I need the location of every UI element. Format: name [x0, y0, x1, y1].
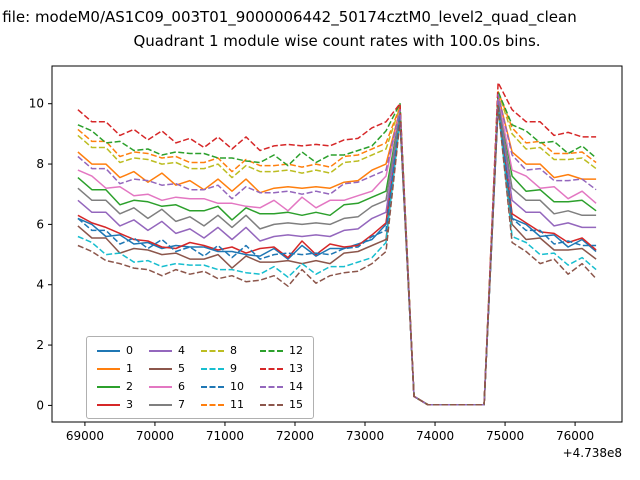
legend-line-sample [97, 349, 120, 352]
legend-line-sample [260, 349, 283, 352]
legend-label: 11 [230, 398, 244, 411]
legend-entry-6: 6 [149, 378, 185, 395]
legend-label: 5 [178, 362, 185, 375]
legend-label: 14 [289, 380, 303, 393]
figure-suptitle: n file: modeM0/AS1C09_003T01_9000006442_… [0, 8, 577, 26]
legend-entry-10: 10 [201, 378, 244, 395]
series-line-11 [77, 90, 597, 406]
legend-entry-0: 0 [97, 342, 133, 359]
legend-label: 2 [126, 380, 133, 393]
legend-entry-3: 3 [97, 396, 133, 413]
legend-entry-1: 1 [97, 360, 133, 377]
legend-label: 4 [178, 344, 185, 357]
legend-entry-13: 13 [260, 360, 303, 377]
legend-label: 13 [289, 362, 303, 375]
legend-line-sample [149, 367, 172, 370]
legend-label: 0 [126, 344, 133, 357]
x-tick-label: 71000 [206, 429, 244, 443]
series-line-7 [77, 99, 597, 406]
x-tick-label: 70000 [136, 429, 174, 443]
series-line-9 [77, 105, 597, 406]
y-tick-label: 4 [36, 278, 44, 292]
legend-label: 3 [126, 398, 133, 411]
x-tick-label: 72000 [276, 429, 314, 443]
y-tick-label: 2 [36, 338, 44, 352]
legend-entry-5: 5 [149, 360, 185, 377]
legend-line-sample [201, 349, 224, 352]
legend-entry-7: 7 [149, 396, 185, 413]
legend-line-sample [97, 403, 120, 406]
x-tick-label: 73000 [346, 429, 384, 443]
series-line-5 [77, 102, 597, 406]
legend-label: 10 [230, 380, 244, 393]
legend-entry-11: 11 [201, 396, 244, 413]
legend-line-sample [149, 385, 172, 388]
legend-label: 6 [178, 380, 185, 393]
legend-label: 15 [289, 398, 303, 411]
legend-line-sample [149, 403, 172, 406]
series-line-15 [77, 105, 597, 406]
x-tick-label: 69000 [66, 429, 104, 443]
plot-border [51, 65, 623, 423]
y-tick-label: 10 [29, 97, 44, 111]
series-line-13 [77, 81, 597, 406]
y-tick-label: 0 [36, 398, 44, 412]
legend-label: 9 [230, 362, 237, 375]
legend-entry-4: 4 [149, 342, 185, 359]
legend-entry-8: 8 [201, 342, 244, 359]
legend-line-sample [260, 385, 283, 388]
legend-entry-15: 15 [260, 396, 303, 413]
axes-title: Quadrant 1 module wise count rates with … [133, 32, 541, 50]
legend-line-sample [149, 349, 172, 352]
legend-line-sample [201, 403, 224, 406]
legend-entry-14: 14 [260, 378, 303, 395]
legend-entry-9: 9 [201, 360, 244, 377]
series-line-6 [77, 96, 597, 406]
x-tick-label: 75000 [486, 429, 524, 443]
series-line-8 [77, 90, 597, 406]
y-tick-label: 6 [36, 217, 44, 231]
legend-line-sample [260, 403, 283, 406]
legend-label: 7 [178, 398, 185, 411]
legend-label: 8 [230, 344, 237, 357]
legend-entry-2: 2 [97, 378, 133, 395]
legend-line-sample [97, 367, 120, 370]
legend-line-sample [201, 385, 224, 388]
series-line-12 [77, 90, 597, 406]
series-line-14 [77, 93, 597, 406]
y-tick-label: 8 [36, 157, 44, 171]
x-tick-label: 76000 [556, 429, 594, 443]
legend-label: 12 [289, 344, 303, 357]
legend-line-sample [260, 367, 283, 370]
x-offset-label: +4.738e8 [562, 446, 622, 460]
legend-line-sample [201, 367, 224, 370]
series-line-2 [77, 96, 597, 406]
legend-label: 1 [126, 362, 133, 375]
series-line-10 [77, 102, 597, 406]
series-line-4 [77, 99, 597, 406]
legend: 0 1 2 3 4 5 6 7 8 9 10 11 12 13 14 15 [86, 336, 314, 419]
x-tick-label: 74000 [416, 429, 454, 443]
legend-line-sample [97, 385, 120, 388]
legend-entry-12: 12 [260, 342, 303, 359]
